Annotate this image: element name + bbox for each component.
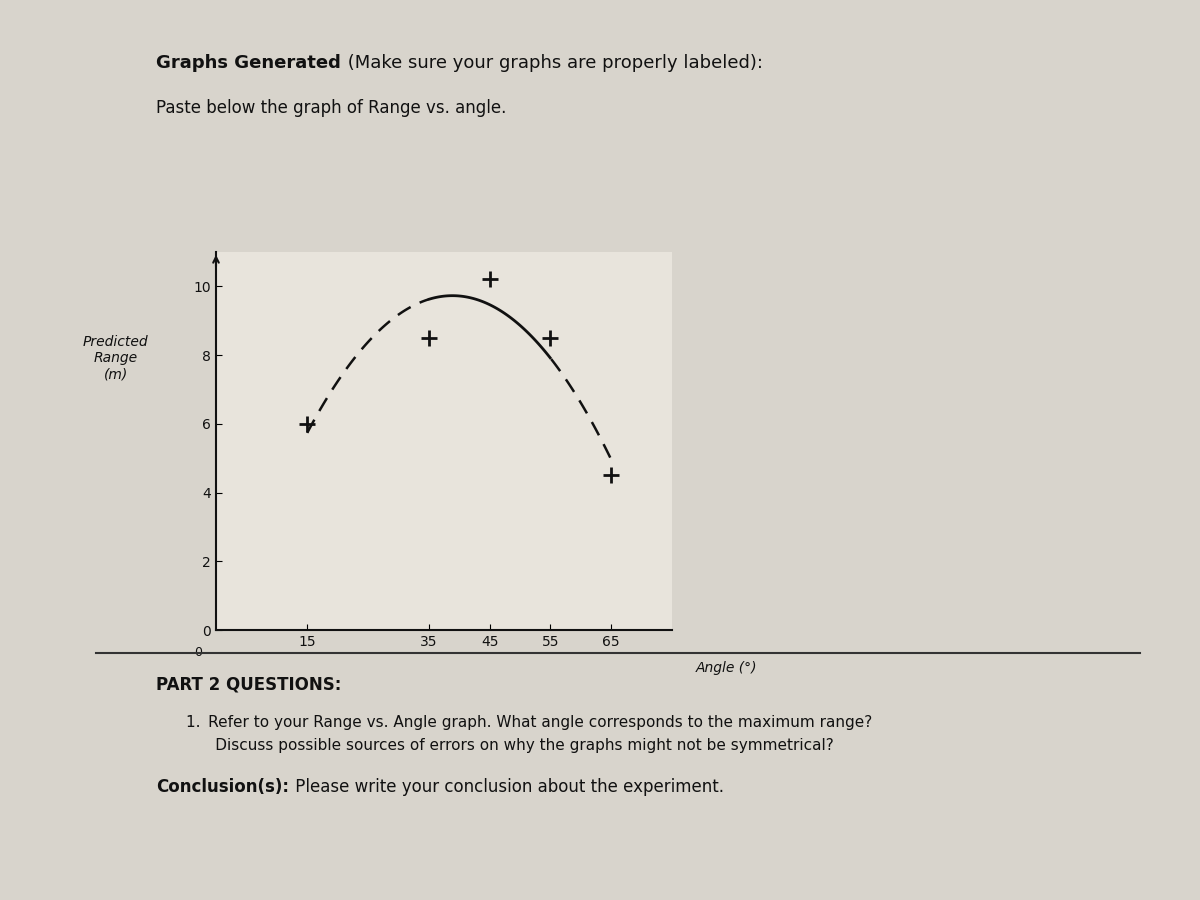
Text: PART 2 QUESTIONS:: PART 2 QUESTIONS: xyxy=(156,675,341,693)
Text: (Make sure your graphs are properly labeled):: (Make sure your graphs are properly labe… xyxy=(342,54,763,72)
Text: Angle (°): Angle (°) xyxy=(696,661,757,675)
Text: 0: 0 xyxy=(193,646,202,659)
Text: Graphs Generated: Graphs Generated xyxy=(156,54,341,72)
Text: Conclusion(s):: Conclusion(s): xyxy=(156,778,289,796)
Text: 1. Refer to your Range vs. Angle graph. What angle corresponds to the maximum ra: 1. Refer to your Range vs. Angle graph. … xyxy=(186,716,872,752)
Text: Please write your conclusion about the experiment.: Please write your conclusion about the e… xyxy=(290,778,725,796)
Text: Paste below the graph of Range vs. angle.: Paste below the graph of Range vs. angle… xyxy=(156,99,506,117)
Text: Predicted
Range
(m): Predicted Range (m) xyxy=(83,335,149,381)
